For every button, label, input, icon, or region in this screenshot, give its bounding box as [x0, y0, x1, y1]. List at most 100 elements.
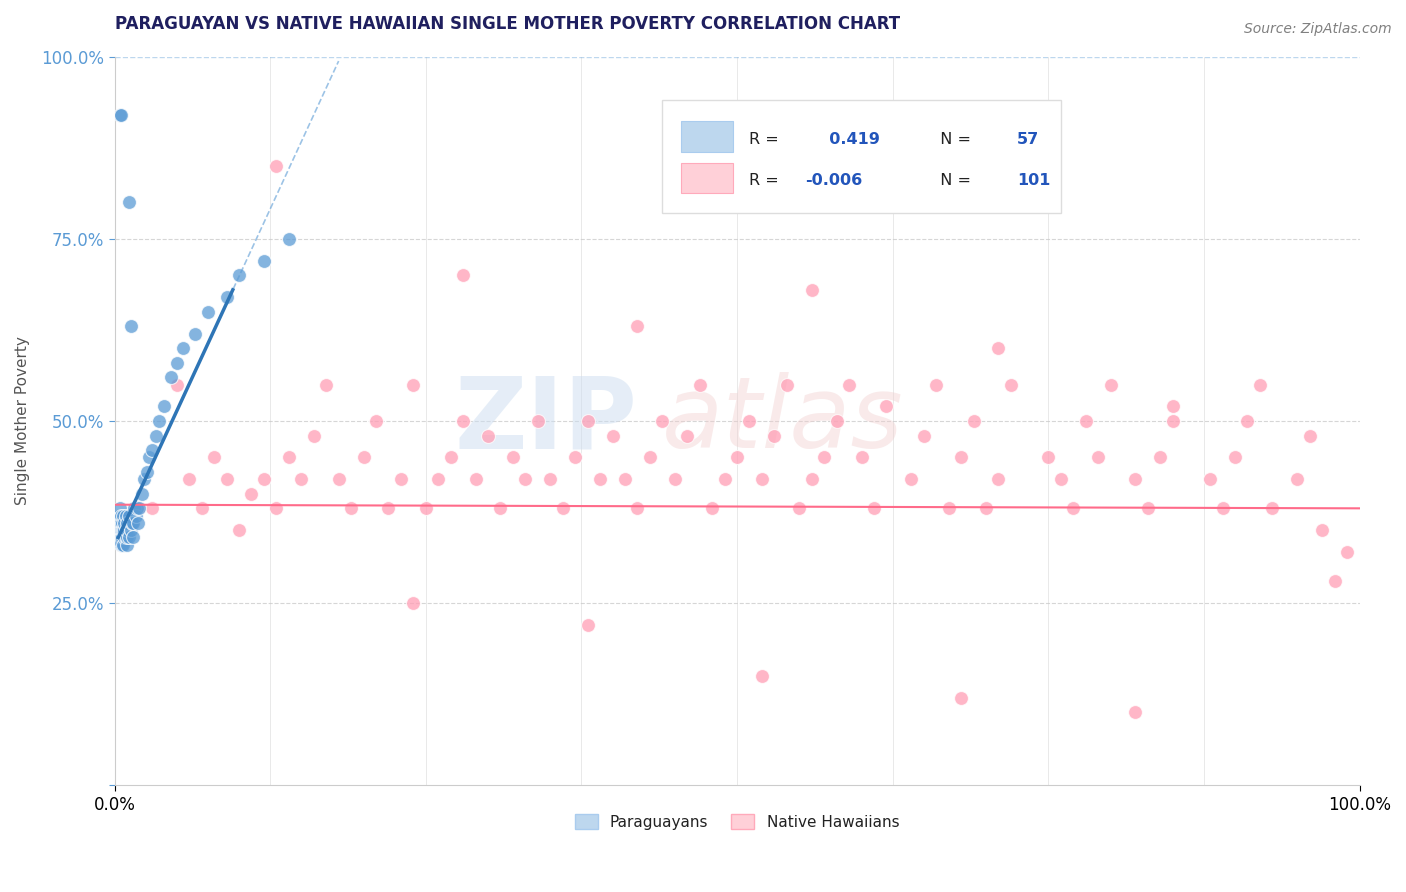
Point [228, 268, 250, 283]
Point [141, 443, 163, 458]
Point [1062, 501, 1084, 516]
Point [202, 450, 225, 465]
Point [800, 283, 823, 297]
Point [111, 523, 134, 537]
Point [389, 472, 412, 486]
Point [134, 472, 156, 486]
Point [340, 501, 363, 516]
Point [700, 501, 723, 516]
Point [1212, 501, 1234, 516]
Text: PARAGUAYAN VS NATIVE HAWAIIAN SINGLE MOTHER POVERTY CORRELATION CHART: PARAGUAYAN VS NATIVE HAWAIIAN SINGLE MOT… [114, 15, 900, 33]
Point [110, 523, 132, 537]
Point [112, 508, 135, 523]
Point [576, 414, 599, 428]
Point [738, 414, 761, 428]
Point [1161, 414, 1184, 428]
Point [451, 268, 474, 283]
Point [277, 450, 299, 465]
Text: 57: 57 [1017, 132, 1039, 146]
Point [776, 377, 799, 392]
Point [763, 428, 786, 442]
Point [108, 108, 131, 122]
Point [1099, 377, 1122, 392]
Text: ZIP: ZIP [454, 373, 637, 469]
Point [159, 370, 181, 384]
Point [108, 523, 131, 537]
Point [800, 472, 823, 486]
Text: R =: R = [749, 132, 785, 146]
Point [626, 501, 648, 516]
Point [925, 377, 948, 392]
Point [1336, 545, 1358, 559]
Text: R =: R = [749, 173, 785, 188]
Point [1323, 574, 1346, 589]
Point [974, 501, 997, 516]
Point [962, 414, 984, 428]
Point [128, 501, 150, 516]
Point [127, 516, 149, 530]
Point [1249, 377, 1271, 392]
Point [1299, 428, 1322, 442]
Point [111, 538, 134, 552]
Point [751, 472, 773, 486]
Point [125, 501, 148, 516]
Point [115, 523, 138, 537]
Point [1310, 523, 1333, 537]
Point [440, 450, 463, 465]
Point [1087, 450, 1109, 465]
Point [166, 356, 188, 370]
Point [184, 326, 207, 341]
Point [353, 450, 375, 465]
Point [377, 501, 399, 516]
Point [118, 195, 141, 210]
Legend: Paraguayans, Native Hawaiians: Paraguayans, Native Hawaiians [569, 807, 905, 836]
Text: Source: ZipAtlas.com: Source: ZipAtlas.com [1244, 22, 1392, 37]
Point [451, 414, 474, 428]
Point [900, 472, 922, 486]
Point [1125, 705, 1147, 719]
Text: 0.419: 0.419 [818, 132, 880, 146]
Point [427, 472, 450, 486]
Point [110, 531, 132, 545]
Point [489, 501, 512, 516]
Point [108, 516, 131, 530]
Point [135, 465, 157, 479]
Point [240, 487, 263, 501]
Point [502, 450, 524, 465]
Point [107, 516, 129, 530]
Text: N =: N = [929, 173, 976, 188]
Point [787, 501, 810, 516]
Point [651, 414, 673, 428]
Point [114, 523, 136, 537]
Text: N =: N = [929, 132, 976, 146]
Point [215, 290, 238, 304]
Point [538, 472, 561, 486]
Point [551, 501, 574, 516]
Point [145, 428, 167, 442]
Point [197, 304, 219, 318]
Point [215, 472, 238, 486]
Point [172, 341, 194, 355]
Point [122, 516, 145, 530]
Point [1049, 472, 1071, 486]
Point [115, 538, 138, 552]
Point [676, 428, 699, 442]
Point [638, 450, 661, 465]
Point [148, 414, 170, 428]
FancyBboxPatch shape [662, 101, 1060, 213]
Point [115, 516, 138, 530]
Point [912, 428, 935, 442]
Point [108, 531, 131, 545]
Point [689, 377, 711, 392]
Point [950, 690, 973, 705]
Point [1074, 414, 1097, 428]
Point [112, 538, 135, 552]
Point [118, 508, 141, 523]
Point [1261, 501, 1284, 516]
Point [266, 501, 288, 516]
Point [813, 450, 835, 465]
Point [589, 472, 612, 486]
Point [938, 501, 960, 516]
Point [114, 508, 136, 523]
Point [1286, 472, 1309, 486]
